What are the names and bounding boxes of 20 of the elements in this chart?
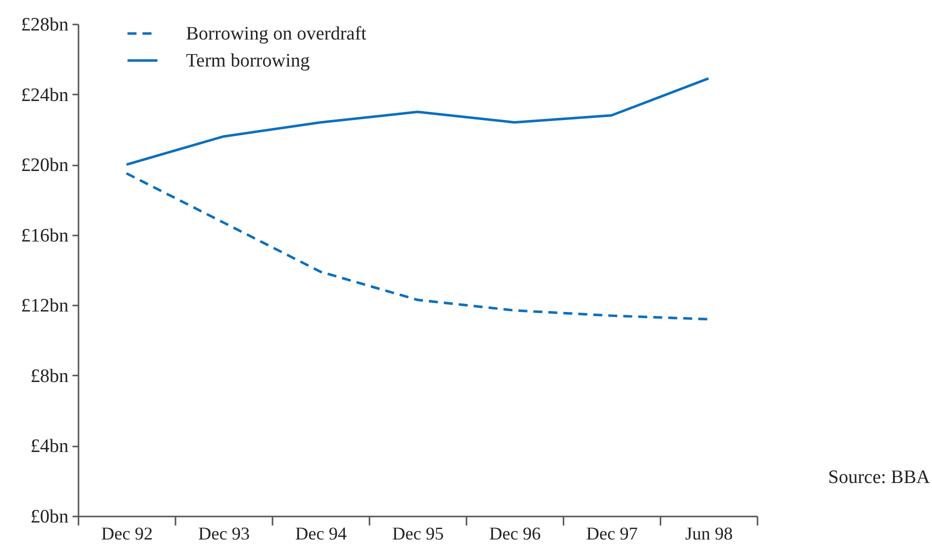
- y-tick-label: £8bn: [30, 366, 69, 387]
- y-tick-label: £28bn: [21, 14, 69, 36]
- x-tick-label: Dec 93: [198, 524, 250, 544]
- x-tick-label: Dec 94: [295, 524, 347, 544]
- x-tick-label: Dec 92: [101, 524, 153, 544]
- x-tick-label: Dec 97: [586, 524, 638, 544]
- legend-label: Borrowing on overdraft: [186, 24, 368, 44]
- y-tick-label: £24bn: [21, 84, 69, 106]
- y-tick-label: £0bn: [30, 506, 69, 528]
- y-tick-label: £12bn: [21, 296, 69, 317]
- x-tick-label: Dec 96: [489, 524, 541, 544]
- y-tick-label: £20bn: [21, 155, 69, 176]
- legend-label: Term borrowing: [186, 50, 310, 72]
- y-tick-label: £16bn: [21, 225, 69, 246]
- x-tick-label: Jun 98: [685, 524, 733, 544]
- source-note: Source: BBA: [828, 467, 930, 488]
- line-series: [125, 172, 710, 320]
- x-tick-label: Dec 95: [392, 524, 444, 544]
- line-series: [125, 77, 710, 166]
- y-tick-label: £4bn: [30, 436, 69, 458]
